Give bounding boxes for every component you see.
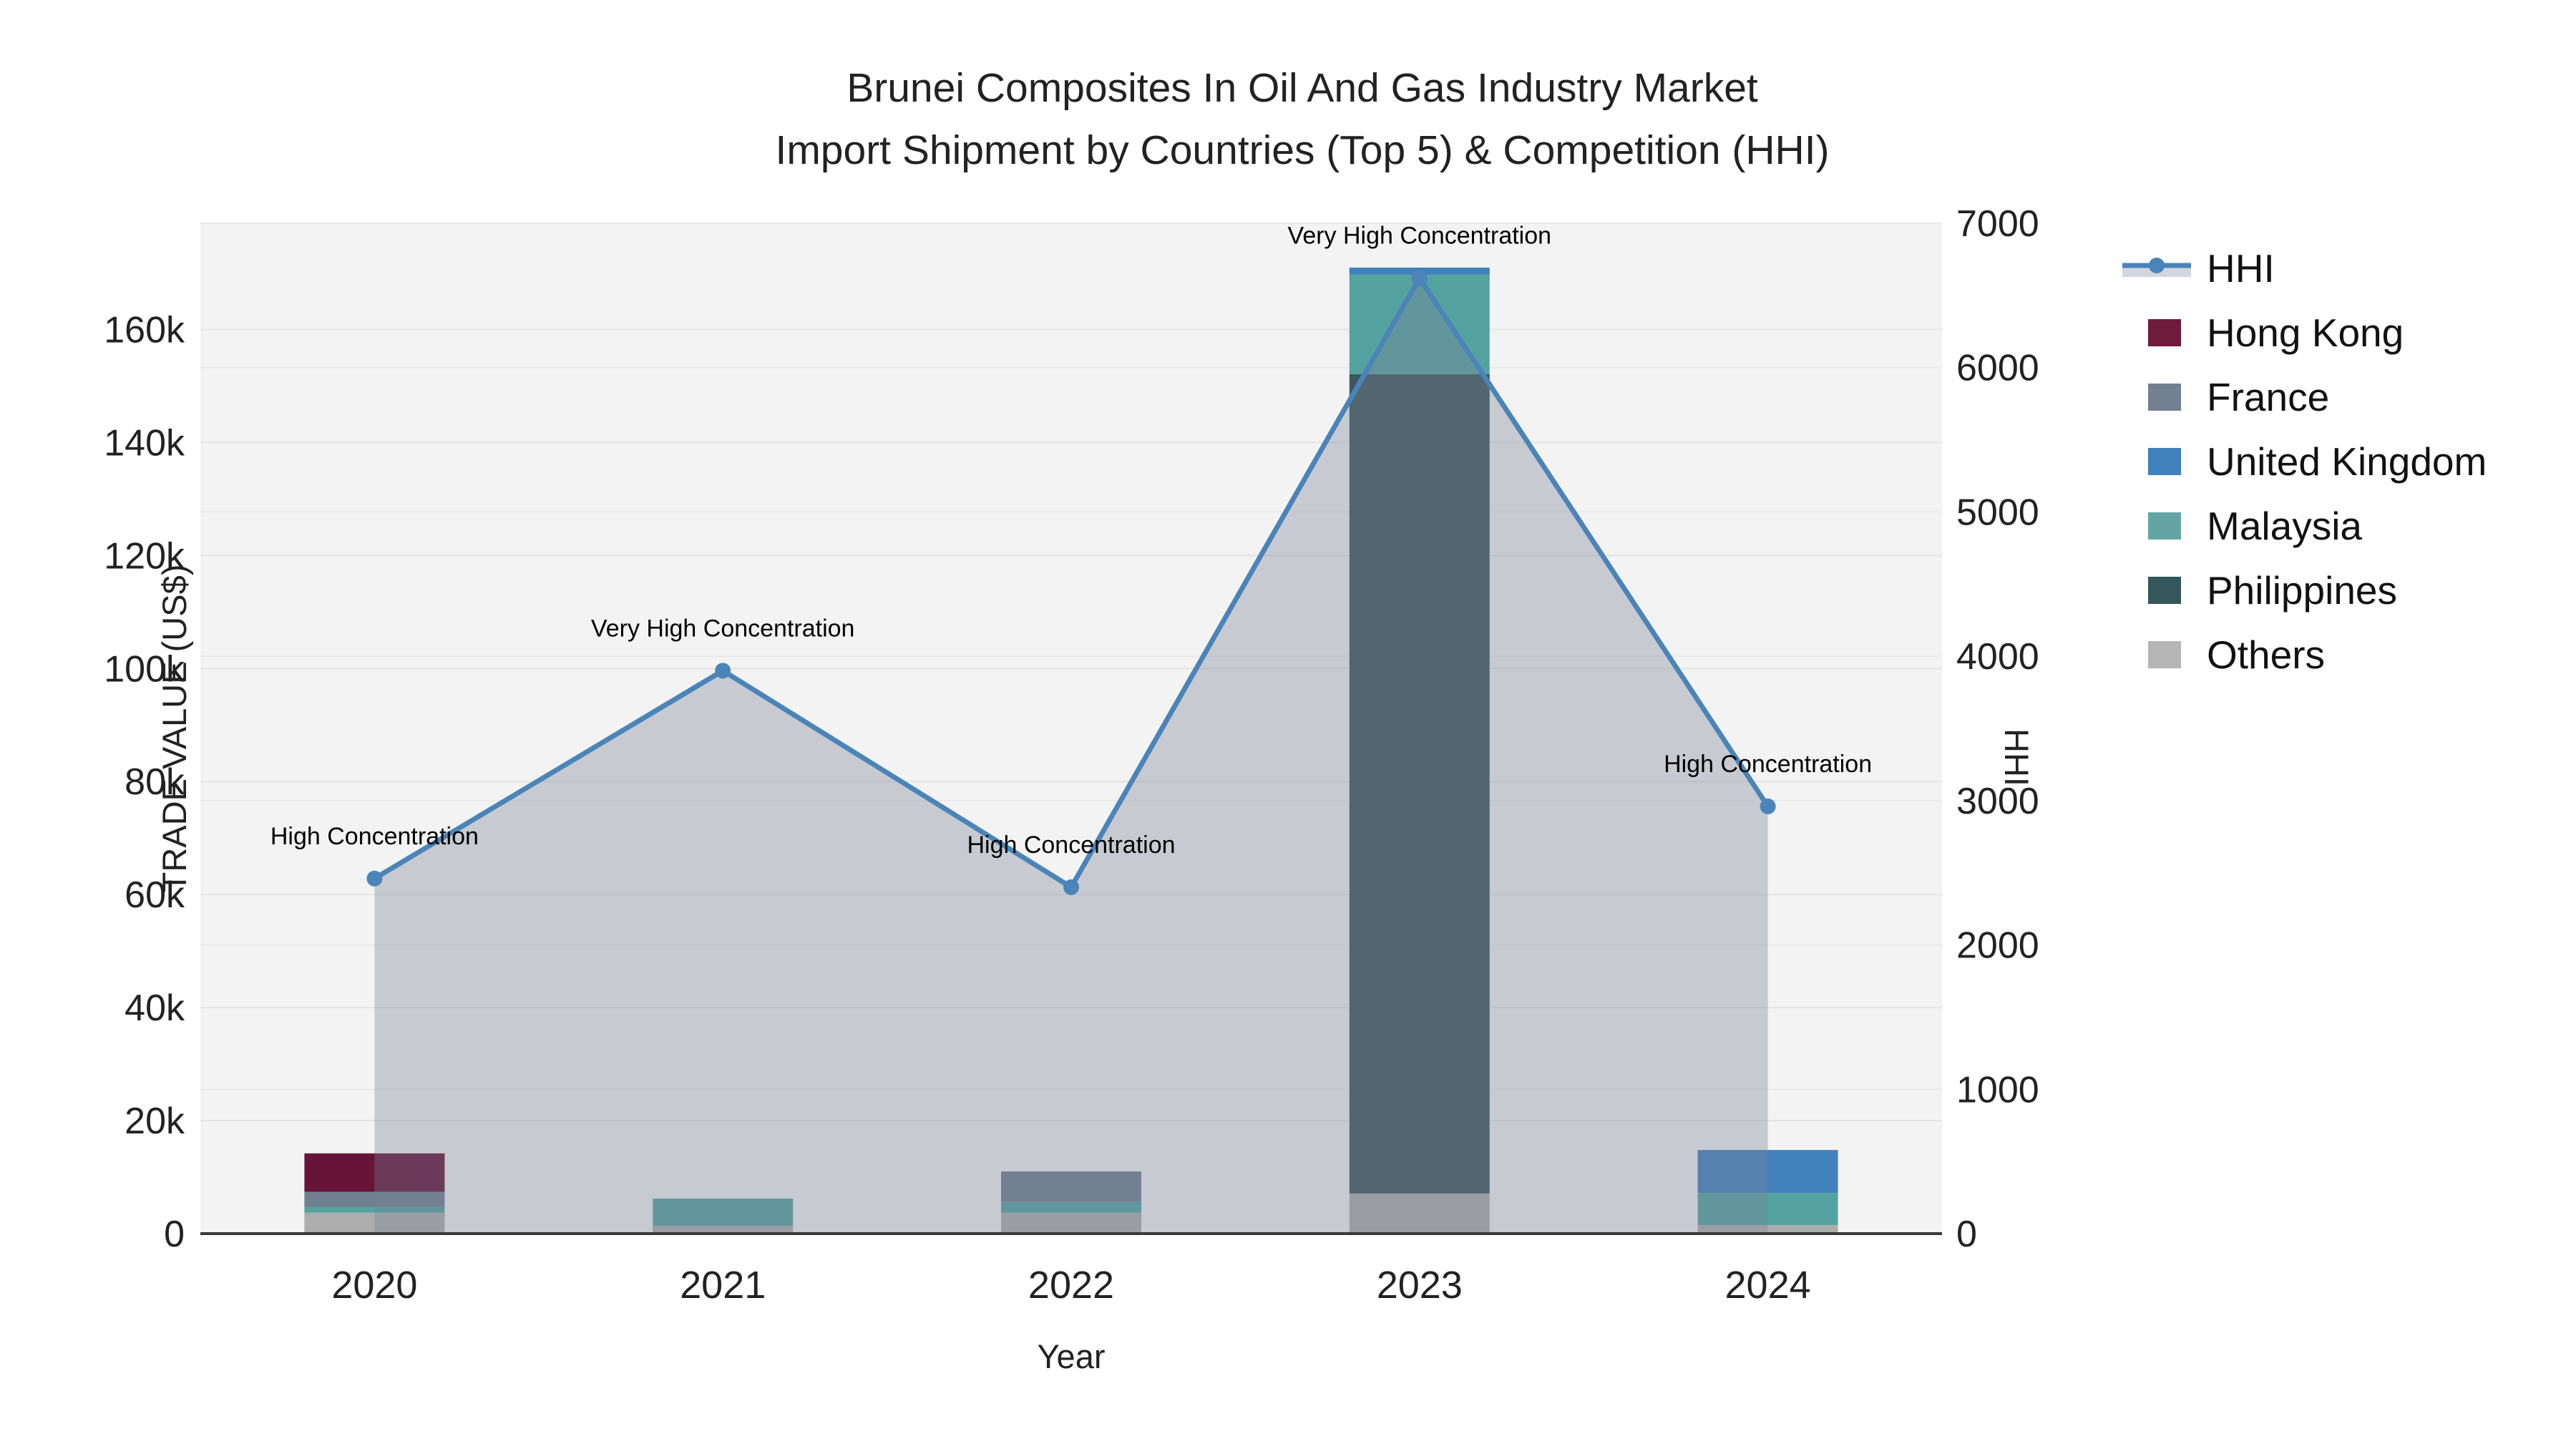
legend-item-malaysia[interactable]: Malaysia [2148, 494, 2487, 558]
others-swatch [2148, 641, 2181, 668]
bar-segment-2020-malaysia[interactable] [304, 1206, 445, 1213]
legend-label: HHI [2207, 246, 2275, 291]
hhi-point-2023[interactable] [1411, 270, 1428, 286]
x-tick-2021: 2021 [680, 1264, 766, 1307]
malaysia-swatch [2148, 512, 2181, 540]
annotation-2023: Very High Concentration [1288, 223, 1552, 250]
bar-segment-2024-others[interactable] [1697, 1225, 1838, 1234]
y-left-tick: 80k [125, 761, 185, 803]
y-right-tick: 7000 [1956, 203, 2039, 245]
hong-kong-swatch [2148, 319, 2181, 346]
bar-segment-2024-malaysia[interactable] [1697, 1193, 1838, 1226]
legend-item-united-kingdom[interactable]: United Kingdom [2148, 429, 2487, 494]
y-left-axis-title: TRADE VALUE (US$) [155, 564, 193, 893]
legend-hhi-line-swatch [2122, 258, 2191, 277]
france-swatch [2148, 384, 2181, 411]
legend-label: United Kingdom [2207, 439, 2487, 484]
y-right-tick: 6000 [1956, 348, 2039, 389]
legend-label: Malaysia [2207, 504, 2363, 548]
bar-segment-2021-malaysia[interactable] [653, 1199, 794, 1226]
philippines-swatch [2148, 577, 2181, 604]
y-right-tick: 5000 [1956, 492, 2039, 533]
bar-segment-2023-others[interactable] [1349, 1193, 1490, 1234]
bar-segment-2024-united-kingdom[interactable] [1697, 1150, 1838, 1194]
y-left-tick: 100k [104, 648, 185, 690]
bar-segment-2022-france[interactable] [1001, 1171, 1141, 1202]
legend-item-hhi[interactable]: HHI [2122, 236, 2487, 301]
x-axis-title: Year [1037, 1337, 1106, 1375]
legend-label: Others [2207, 633, 2326, 677]
legend-item-france[interactable]: France [2148, 365, 2487, 429]
hhi-point-2020[interactable] [366, 870, 383, 887]
hhi-point-2024[interactable] [1760, 798, 1776, 814]
hhi-points [366, 270, 1776, 895]
x-tick-2022: 2022 [1028, 1264, 1114, 1307]
x-tick-2024: 2024 [1725, 1264, 1811, 1307]
chart-title: Brunei Composites In Oil And Gas Industr… [775, 57, 1829, 182]
legend-label: Philippines [2207, 568, 2398, 613]
annotation-2021: Very High Concentration [591, 615, 855, 642]
y-right-tick: 2000 [1956, 925, 2039, 967]
y-left-tick: 60k [125, 874, 185, 916]
x-tick-2023: 2023 [1377, 1264, 1463, 1307]
bars-group [304, 267, 1838, 1234]
bar-segment-2022-malaysia[interactable] [1001, 1201, 1141, 1213]
plot-area [200, 223, 1942, 1234]
annotation-2024: High Concentration [1664, 751, 1872, 778]
legend: HHI Hong Kong France United Kingdom Malaysia… [2122, 236, 2487, 687]
chart-title-line2: Import Shipment by Countries (Top 5) & C… [775, 127, 1830, 173]
y-left-tick: 120k [104, 535, 185, 577]
annotation-2022: High Concentration [967, 831, 1175, 859]
y-right-tick: 3000 [1956, 781, 2039, 822]
legend-item-others[interactable]: Others [2148, 623, 2487, 687]
legend-item-philippines[interactable]: Philippines [2148, 558, 2487, 623]
legend-item-hong-kong[interactable]: Hong Kong [2148, 301, 2487, 365]
chart-title-line1: Brunei Composites In Oil And Gas Industr… [847, 65, 1758, 111]
hhi-area-fill [374, 278, 1768, 1234]
annotation-2020: High Concentration [270, 823, 479, 850]
legend-label: Hong Kong [2207, 311, 2404, 355]
legend-label: France [2207, 375, 2330, 419]
annotations: High Concentration Very High Concentratio… [270, 223, 1872, 859]
united-kingdom-swatch [2148, 448, 2181, 475]
y-left-tick: 0 [164, 1214, 185, 1255]
bar-segment-2020-others[interactable] [304, 1212, 445, 1234]
x-tick-2020: 2020 [331, 1264, 417, 1307]
tick-labels: 0 20k 40k 60k 80k 100k 120k 140k 160k 0 1000 2000 30… [104, 203, 2039, 1307]
y-right-tick: 4000 [1956, 636, 2039, 678]
hhi-point-2021[interactable] [715, 663, 731, 679]
y-right-axis-title: HHI [1998, 728, 2036, 786]
y-left-tick: 160k [104, 309, 185, 351]
bar-segment-2023-philippines[interactable] [1349, 374, 1490, 1194]
y-right-tick: 0 [1956, 1214, 1977, 1255]
y-left-tick: 40k [125, 987, 185, 1029]
y-right-tick: 1000 [1956, 1069, 2039, 1111]
hhi-point-2022[interactable] [1063, 879, 1079, 895]
bar-segment-2020-hong-kong[interactable] [304, 1153, 445, 1192]
y-left-tick: 140k [104, 422, 185, 464]
bar-segment-2020-france[interactable] [304, 1191, 445, 1207]
y-left-tick: 20k [125, 1101, 185, 1142]
gridlines [200, 223, 1942, 1122]
bar-segment-2022-others[interactable] [1001, 1212, 1141, 1234]
bar-segment-2021-others[interactable] [653, 1225, 794, 1234]
